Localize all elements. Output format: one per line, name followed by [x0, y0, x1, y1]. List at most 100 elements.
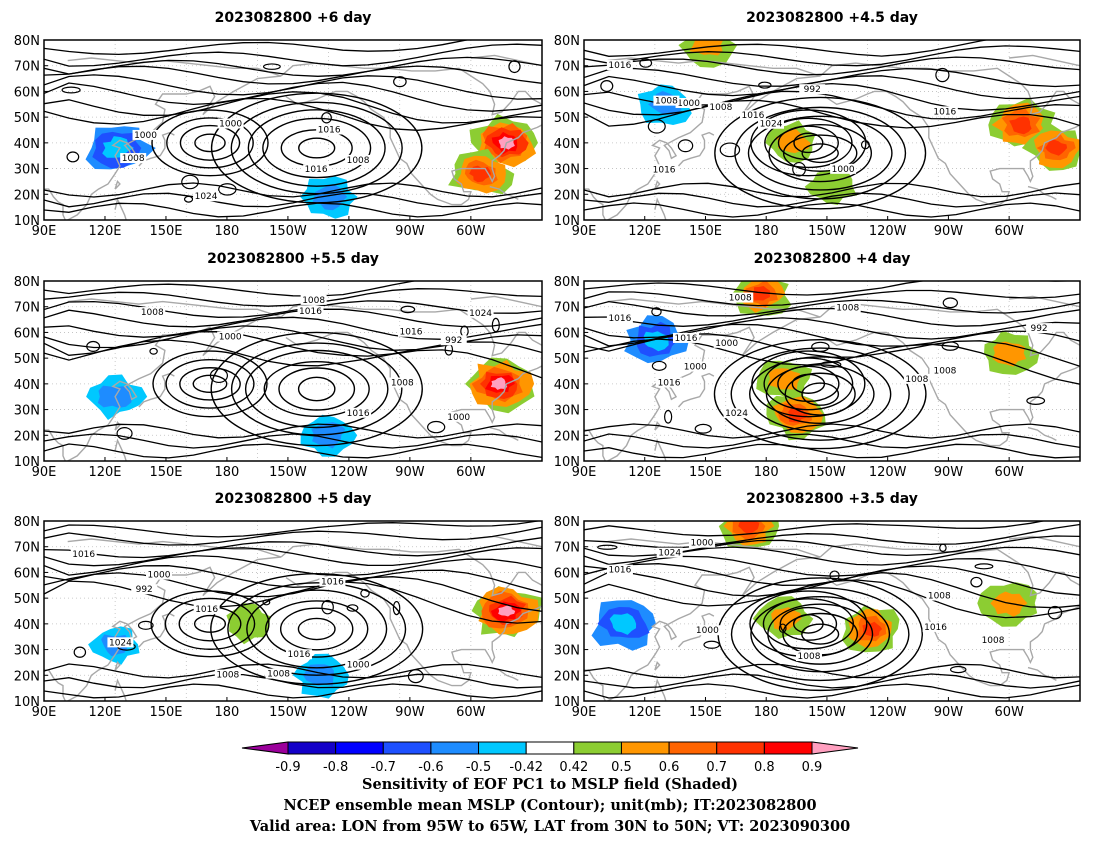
isobar	[777, 125, 839, 161]
lon-tick-label: 60W	[456, 705, 486, 720]
contour-label: 1000	[134, 131, 157, 141]
lon-tick-label: 60W	[994, 224, 1024, 239]
isobar	[801, 623, 840, 645]
coastline	[1009, 535, 1080, 548]
isobar	[149, 347, 158, 355]
coastline	[67, 538, 282, 558]
contour-label: 1016	[741, 111, 764, 121]
lon-tick-label: 180	[754, 465, 779, 480]
coastline	[677, 372, 715, 408]
contour-label: 1024	[658, 549, 681, 559]
contour-label-bg	[713, 337, 740, 348]
isobar	[44, 202, 542, 218]
panel-frame	[43, 520, 543, 702]
map-panel: 2023082800 +6 day 1000 1016 1024 1008 1016 100…	[14, 10, 543, 239]
isobar	[791, 373, 826, 394]
isobar	[393, 76, 407, 88]
contour-label-bg	[467, 307, 494, 318]
coastline	[607, 316, 821, 461]
isobar	[584, 433, 1080, 449]
isobar	[44, 74, 542, 100]
colorbar-tick-label: -0.6	[418, 760, 443, 775]
contour-label: 1024	[725, 409, 748, 419]
lat-tick-label: 30N	[14, 644, 40, 659]
lat-tick-label: 30N	[554, 163, 580, 178]
isobar	[801, 143, 839, 164]
contour-label-bg	[319, 576, 346, 587]
coastline	[654, 421, 661, 431]
lon-tick-label: 90W	[395, 705, 425, 720]
coastline	[654, 438, 667, 461]
contour-label-bg	[739, 110, 766, 121]
isobar	[44, 443, 542, 459]
contour-label: 1008	[709, 103, 732, 113]
contour-label: 1000	[691, 539, 714, 549]
isobar	[44, 554, 542, 577]
isobar	[427, 420, 446, 434]
contour-label: 1000	[715, 339, 738, 349]
contour-label-bg	[1026, 323, 1053, 334]
contour-label: 1008	[836, 303, 859, 313]
contour-label-bg	[303, 164, 330, 175]
isobar	[703, 640, 720, 649]
isobar	[179, 367, 241, 401]
lat-tick-label: 60N	[554, 566, 580, 581]
lon-tick-label: 120E	[628, 224, 661, 239]
contour-label: 1016	[318, 125, 341, 135]
contour-label: 1008	[982, 636, 1005, 646]
contour-label-bg	[653, 95, 680, 106]
lat-tick-label: 70N	[554, 301, 580, 316]
map-panels: 2023082800 +6 day10001016102410081016100…	[14, 10, 1081, 720]
contour-label-bg	[120, 153, 147, 164]
contour-label-bg	[922, 621, 949, 632]
isobar	[793, 132, 824, 154]
contour-label: 1016	[195, 605, 218, 615]
lat-tick-label: 60N	[14, 566, 40, 581]
isobar	[584, 56, 1080, 76]
isobar	[764, 117, 853, 169]
lon-tick-label: 120W	[330, 224, 368, 239]
lon-tick-label: 180	[754, 224, 779, 239]
isobar	[262, 63, 281, 70]
contour-label-bg	[316, 124, 343, 135]
lat-tick-label: 30N	[14, 404, 40, 419]
colorbar-tick-label: -0.5	[466, 760, 491, 775]
isobar	[584, 202, 1080, 218]
contour-label-bg	[799, 84, 826, 95]
contour-label: 1000	[219, 120, 242, 130]
lat-tick-label: 50N	[14, 352, 40, 367]
lon-tick-label: 120W	[869, 705, 907, 720]
isobar	[44, 288, 542, 307]
contour-label: 1016	[933, 107, 956, 117]
contour-label-bg	[931, 365, 958, 376]
isobar	[227, 582, 407, 676]
coastline	[584, 188, 606, 220]
contour-label-bg	[265, 668, 292, 679]
lon-tick-label: 150E	[689, 224, 722, 239]
lat-tick-label: 10N	[14, 695, 40, 710]
coastline	[138, 372, 175, 408]
isobar	[61, 86, 81, 94]
isobar	[584, 75, 1080, 100]
contour-label-bg	[656, 377, 683, 388]
isobar	[941, 341, 959, 351]
isobar	[584, 523, 1080, 549]
isobar	[639, 58, 653, 68]
lat-tick-label: 80N	[554, 275, 580, 290]
lon-tick-label: 90E	[572, 465, 597, 480]
map-panel: 2023082800 +4 day 1000 1000 1008 1016 1008 992…	[554, 251, 1081, 480]
lon-tick-label: 90E	[572, 224, 597, 239]
colorbar-swatch	[573, 741, 622, 755]
isobar	[44, 97, 542, 131]
contour-label-bg	[903, 373, 930, 384]
contour-label-bg	[285, 649, 312, 660]
lat-tick-label: 70N	[554, 541, 580, 556]
sensitivity-shading	[311, 422, 346, 449]
isobar	[44, 43, 542, 67]
lat-tick-label: 70N	[14, 60, 40, 75]
isobar	[247, 109, 386, 187]
coastline	[1027, 426, 1057, 442]
coastline	[819, 62, 1080, 116]
lat-tick-label: 80N	[14, 515, 40, 530]
coastline	[138, 612, 175, 648]
